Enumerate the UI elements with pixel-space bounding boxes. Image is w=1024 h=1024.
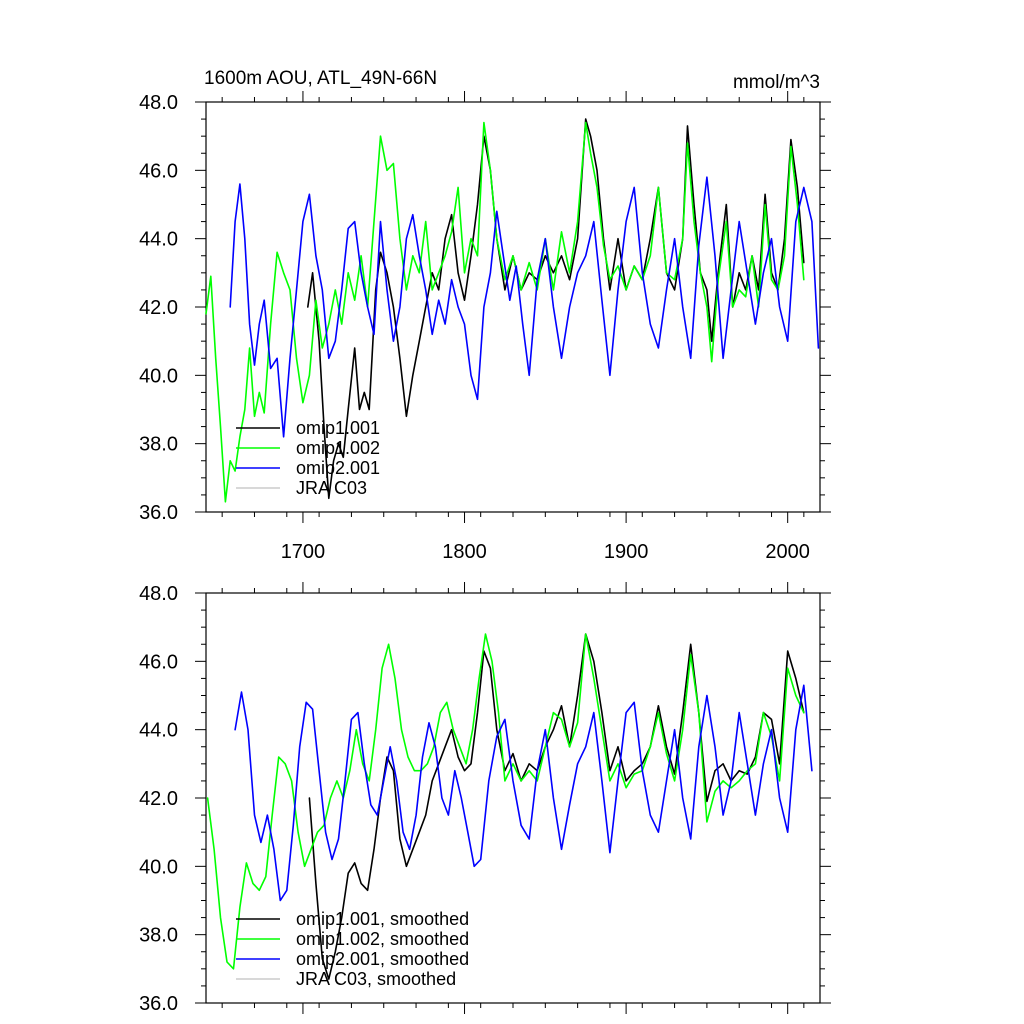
series-line-omip2-001 bbox=[229, 176, 820, 438]
x-tick-labels: 1700 1800 1900 2000 bbox=[281, 541, 810, 563]
y-tick-label: 46.0 bbox=[139, 651, 178, 673]
y-tick-label: 48.0 bbox=[139, 92, 178, 114]
legend-label: omip2.001, smoothed bbox=[296, 949, 469, 969]
y-tick-label: 36.0 bbox=[139, 502, 178, 524]
legend-label: omip1.001 bbox=[296, 418, 380, 438]
series-line-omip2-001-smoothed bbox=[234, 684, 813, 902]
y-tick-label: 42.0 bbox=[139, 297, 178, 319]
chart-panel-bottom: 36.0 38.0 40.0 42.0 44.0 46.0 48.0 omip1.001, … bbox=[139, 582, 831, 1015]
x-tick-label: 1800 bbox=[442, 541, 487, 563]
series-line-omip1-002 bbox=[205, 121, 805, 503]
y-tick-label: 48.0 bbox=[139, 583, 178, 605]
legend-label: JRA C03, smoothed bbox=[296, 969, 456, 989]
x-tick-label: 1700 bbox=[281, 541, 326, 563]
legend-label: JRA C03 bbox=[296, 478, 367, 498]
series-lines bbox=[205, 118, 820, 503]
tick-marks bbox=[195, 91, 831, 523]
y-tick-labels: 36.0 38.0 40.0 42.0 44.0 46.0 48.0 bbox=[139, 92, 178, 524]
y-tick-label: 44.0 bbox=[139, 229, 178, 251]
x-tick-label: 2000 bbox=[765, 541, 810, 563]
y-tick-labels: 36.0 38.0 40.0 42.0 44.0 46.0 48.0 bbox=[139, 583, 178, 1015]
y-tick-label: 38.0 bbox=[139, 925, 178, 947]
series-line-omip1-002-smoothed bbox=[206, 633, 805, 970]
y-tick-label: 42.0 bbox=[139, 788, 178, 810]
chart-title: 1600m AOU, ATL_49N-66N bbox=[204, 68, 437, 89]
units-label: mmol/m^3 bbox=[733, 72, 820, 93]
y-tick-label: 40.0 bbox=[139, 365, 178, 387]
y-tick-label: 38.0 bbox=[139, 434, 178, 456]
legend-label: omip1.002, smoothed bbox=[296, 929, 469, 949]
chart-panel-top: 1600m AOU, ATL_49N-66N mmol/m^3 36.0 38.0… bbox=[139, 68, 831, 563]
series-lines bbox=[206, 633, 813, 980]
y-tick-label: 46.0 bbox=[139, 160, 178, 182]
y-tick-label: 44.0 bbox=[139, 720, 178, 742]
legend-label: omip1.001, smoothed bbox=[296, 909, 469, 929]
legend-label: omip2.001 bbox=[296, 458, 380, 478]
legend-label: omip1.002 bbox=[296, 438, 380, 458]
y-tick-label: 36.0 bbox=[139, 993, 178, 1015]
y-tick-label: 40.0 bbox=[139, 856, 178, 878]
x-tick-label: 1900 bbox=[604, 541, 649, 563]
tick-marks bbox=[195, 582, 831, 1014]
